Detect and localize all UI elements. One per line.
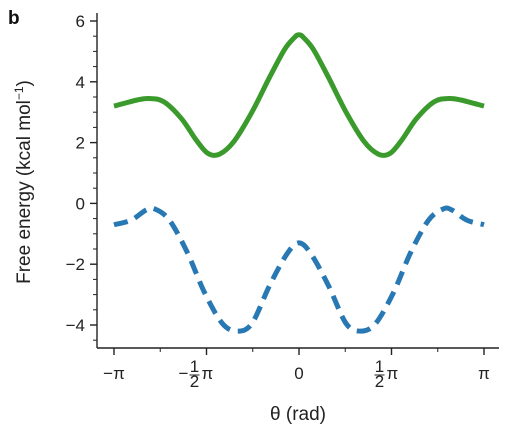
y-tick-label: 4 [76,73,85,92]
y-tick-label: 0 [76,194,85,213]
svg-text:−π: −π [103,364,125,383]
series-line-solid [113,32,485,158]
svg-text:2: 2 [375,372,384,391]
x-tick-label: 12 π [374,357,399,391]
y-tick-label: 2 [76,134,85,153]
y-axis-label: Free energy (kcal mol−1) [12,80,35,284]
x-tick-label: −π [103,364,125,383]
series-layer [113,32,485,334]
svg-text:π: π [387,364,399,383]
svg-text:0: 0 [294,364,303,383]
x-tick-label: 0 [294,364,303,383]
y-tick-label: −4 [66,316,85,335]
y-tick-label: 6 [76,12,85,31]
svg-text:−: − [179,364,189,383]
series-line-dashed [113,205,485,334]
svg-text:1: 1 [375,357,384,376]
x-tick-label: −12 π [179,357,214,391]
svg-text:π: π [478,364,490,383]
svg-text:2: 2 [190,372,199,391]
panel-label: b [8,8,20,29]
x-axis-label: θ (rad) [270,404,326,425]
svg-text:π: π [201,364,213,383]
y-tick-label: −2 [66,255,85,274]
svg-text:1: 1 [190,357,199,376]
x-tick-label: π [478,364,490,383]
